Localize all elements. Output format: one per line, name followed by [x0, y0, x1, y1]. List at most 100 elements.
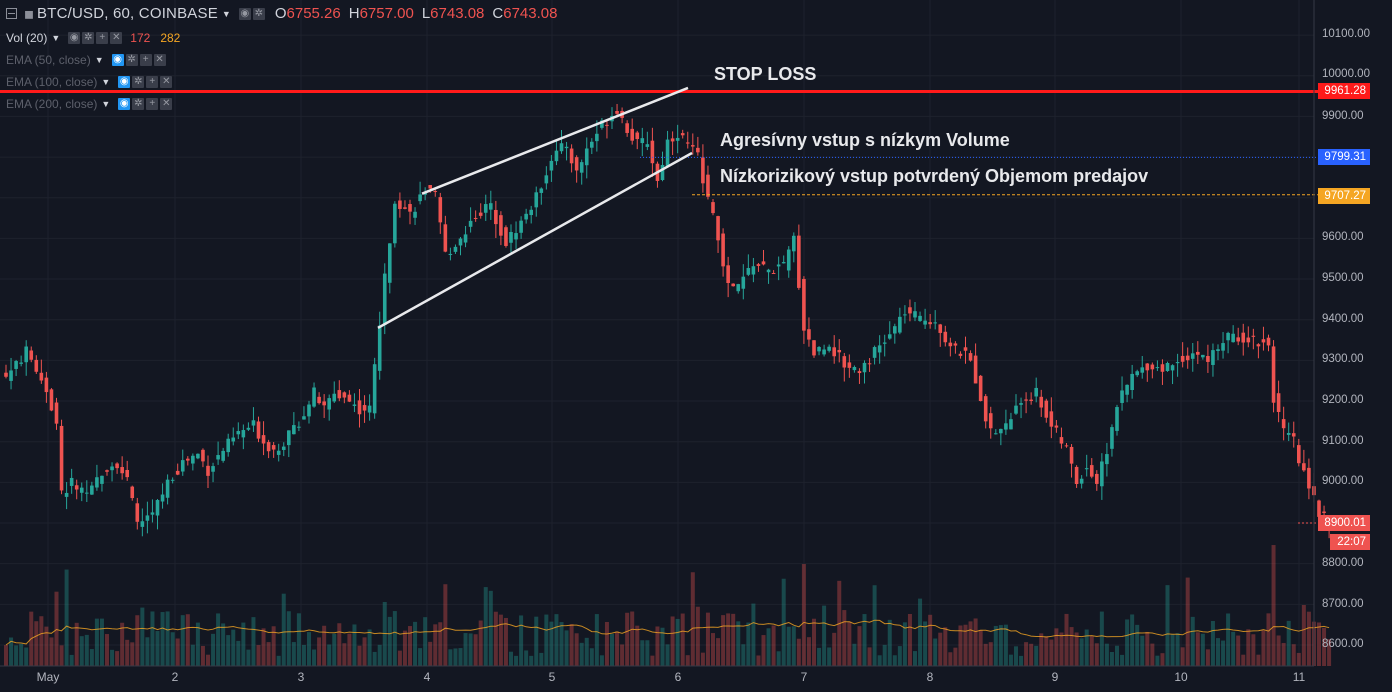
candle-body [660, 164, 665, 181]
gear-icon[interactable]: ✲ [125, 54, 138, 66]
candle-body [1241, 332, 1246, 343]
plus-icon[interactable]: + [96, 32, 109, 44]
candle-body [1064, 445, 1069, 447]
volume-bar [276, 655, 281, 666]
close-value: 6743.08 [503, 5, 558, 22]
volume-bar [423, 617, 428, 666]
collapse-icon[interactable] [6, 8, 17, 19]
candle-body [973, 355, 978, 384]
eye-icon[interactable]: ◉ [238, 7, 251, 20]
candle-body [236, 431, 241, 435]
volume-indicator-name[interactable]: Vol (20) [6, 31, 48, 45]
volume-bar [574, 633, 579, 666]
volume-bar [1014, 646, 1018, 666]
eye-off-icon[interactable]: ◉ [118, 76, 131, 88]
volume-bar [160, 612, 165, 666]
candle-body [549, 160, 554, 171]
volume-bar [357, 645, 362, 666]
candle-body [458, 238, 463, 246]
last-price-tag: 8900.01 [1318, 515, 1370, 531]
volume-bar [392, 611, 397, 666]
wedge-lower-line [377, 151, 693, 329]
chevron-down-icon[interactable]: ▼ [221, 8, 231, 19]
ema-100-name[interactable]: EMA (100, close) [6, 75, 98, 89]
ema-200-name[interactable]: EMA (200, close) [6, 97, 98, 111]
candle-body [726, 265, 730, 283]
candle-body [95, 477, 99, 488]
volume-bar [483, 587, 488, 666]
plus-icon[interactable]: + [146, 98, 159, 110]
candle-body [398, 200, 402, 209]
candle-body [882, 342, 887, 344]
volume-bar [635, 625, 640, 666]
low-label: L [421, 5, 431, 22]
volume-bar [347, 633, 352, 666]
eye-icon[interactable]: ◉ [68, 32, 81, 44]
candle-body [413, 211, 417, 218]
chevron-down-icon[interactable]: ▼ [101, 77, 111, 87]
symbol-name[interactable]: BTC/USD, 60, COINBASE [37, 5, 218, 22]
volume-bar [519, 615, 524, 666]
candle-body [4, 372, 8, 377]
gear-icon[interactable]: ✲ [132, 98, 145, 110]
gear-icon[interactable]: ✲ [252, 7, 265, 20]
candle-body [428, 185, 432, 189]
volume-bar [458, 648, 463, 666]
volume-bar [1216, 638, 1220, 666]
volume-bar [286, 611, 291, 666]
volume-bar [690, 572, 695, 666]
volume-bar [1291, 644, 1296, 666]
eye-off-icon[interactable]: ◉ [111, 54, 124, 66]
volume-bar [1130, 614, 1135, 666]
volume-bar [569, 624, 574, 666]
volume-bar [377, 644, 382, 666]
volume-bar [766, 628, 771, 666]
volume-bar [443, 584, 448, 666]
chevron-down-icon[interactable]: ▼ [94, 55, 104, 65]
ema-50-name[interactable]: EMA (50, close) [6, 53, 91, 67]
stop-loss-annotation[interactable]: STOP LOSS [714, 64, 817, 84]
volume-bar [397, 650, 402, 666]
volume-bar [726, 613, 731, 666]
low-risk-entry-annotation[interactable]: Nízkorizikový vstup potvrdený Objemom pr… [720, 166, 1149, 186]
candle-body [24, 346, 28, 363]
close-label: C [492, 5, 504, 22]
candle-body [1196, 351, 1200, 355]
gear-icon[interactable]: ✲ [132, 76, 145, 88]
volume-value: 172 [130, 31, 151, 45]
volume-bar [675, 618, 680, 666]
volume-bar [185, 614, 190, 666]
gear-icon[interactable]: ✲ [82, 32, 95, 44]
candle-body [1110, 427, 1114, 449]
chevron-down-icon[interactable]: ▼ [101, 99, 111, 109]
close-icon[interactable]: ✕ [110, 32, 123, 44]
candle-body [201, 449, 205, 462]
close-icon[interactable]: ✕ [160, 76, 173, 88]
high-label: H [348, 5, 360, 22]
volume-bar [332, 633, 337, 666]
candle-body [1105, 454, 1109, 465]
volume-bar [79, 636, 84, 666]
candle-body [246, 427, 251, 430]
aggressive-entry-annotation[interactable]: Agresívny vstup s nízkym Volume [720, 130, 1010, 150]
candle-body [494, 209, 498, 225]
plus-icon[interactable]: + [146, 76, 159, 88]
candle-body [872, 347, 877, 358]
plus-icon[interactable]: + [139, 54, 152, 66]
volume-bar [1003, 624, 1008, 666]
chevron-down-icon[interactable]: ▼ [51, 33, 61, 43]
candle-body [216, 455, 220, 460]
volume-bar [897, 646, 902, 666]
close-icon[interactable]: ✕ [160, 98, 173, 110]
time-tick: 6 [674, 670, 682, 684]
close-icon[interactable]: ✕ [153, 54, 166, 66]
candle-body [640, 138, 645, 144]
volume-bar [453, 648, 458, 666]
volume-bar [19, 643, 24, 666]
rising-wedge-trendlines [377, 86, 693, 329]
volume-bar [1221, 640, 1226, 666]
blue-level-price-tag: 9799.31 [1318, 149, 1370, 165]
eye-off-icon[interactable]: ◉ [118, 98, 131, 110]
volume-bar [115, 651, 120, 666]
